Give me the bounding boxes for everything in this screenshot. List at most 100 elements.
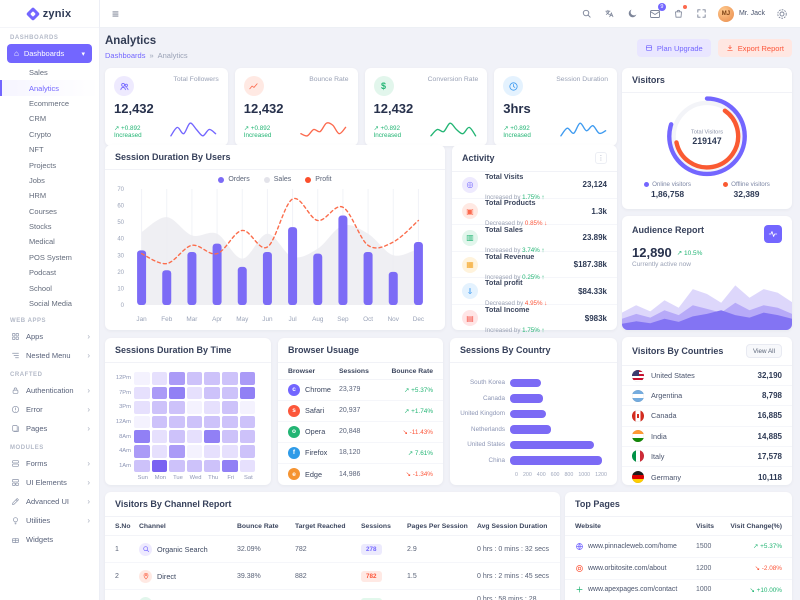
- panel-title: Sessions By Country: [460, 345, 551, 355]
- ca-flag-icon: [632, 409, 644, 422]
- sidebar-item-crm[interactable]: CRM: [29, 114, 47, 124]
- card-icon: [645, 45, 652, 51]
- sidebar-item-social-media[interactable]: Social Media: [29, 299, 72, 309]
- sidebar-item-crypto[interactable]: Crypto: [29, 129, 52, 139]
- sidebar-item-utilities[interactable]: Utilities ›: [0, 511, 99, 530]
- breadcrumb-parent[interactable]: Dashboards: [105, 51, 146, 60]
- panel-title: Audience Report: [632, 225, 705, 235]
- browser-row-firefox: f Firefox 18,120 ↗ 7.61%: [278, 443, 443, 464]
- sidebar-item-jobs[interactable]: Jobs: [29, 175, 45, 185]
- sidebar-item-hrm[interactable]: HRM: [29, 191, 47, 201]
- search-icon[interactable]: [580, 7, 593, 20]
- stat-label: Total Followers: [173, 76, 219, 83]
- sidebar-item-sales[interactable]: Sales: [29, 68, 48, 78]
- country-row-united-states[interactable]: United States 32,190: [622, 366, 792, 387]
- ui-icon: [12, 479, 19, 487]
- plus-icon: [576, 587, 583, 593]
- sessions-heatmap: 12Pm 7Pm 3Pm 12Am 8Am 4Am 1Am Sun Mon Tue Wed Thu Fr…: [105, 363, 271, 481]
- country-row-germany[interactable]: Germany 10,118: [622, 467, 792, 487]
- sidebar-item-advanced-ui[interactable]: Advanced UI ›: [0, 492, 99, 511]
- activity-label: Total Products: [485, 198, 536, 208]
- export-report-button[interactable]: Export Report: [717, 39, 792, 57]
- chevron-right-icon: ›: [87, 386, 90, 396]
- legend-sales[interactable]: Sales: [263, 176, 291, 183]
- activity-label: Total Income: [485, 305, 530, 315]
- firefox-logo-icon: f: [288, 446, 300, 459]
- breadcrumb-separator: »: [149, 51, 154, 60]
- sidebar-item-dashboards[interactable]: ⌂ Dashboards ▾: [7, 44, 92, 63]
- sidebar-item-analytics[interactable]: Analytics: [0, 80, 99, 96]
- heatmap-cell: [186, 415, 203, 429]
- activity-value: 1.3k: [591, 206, 607, 216]
- forms-icon: [12, 460, 19, 467]
- svg-text:60: 60: [117, 204, 124, 210]
- svg-text:30: 30: [117, 253, 124, 259]
- legend-profit[interactable]: Profit: [305, 176, 332, 183]
- sidebar-item-courses[interactable]: Courses: [29, 206, 57, 216]
- sidebar-item-school[interactable]: School: [29, 283, 52, 293]
- activity-pulse-button[interactable]: [764, 225, 782, 243]
- activity-row-total-visits: ◎ Total Visits Increased by 1.75% ↑ 23,124: [452, 171, 617, 201]
- activity-label: Total Visits: [485, 171, 524, 181]
- sidebar-item-authentication[interactable]: Authentication ›: [0, 381, 99, 400]
- activity-sublabel: Increased by 3.74% ↑: [485, 246, 545, 254]
- page-link[interactable]: www.pinnacleweb.com/home: [575, 542, 696, 551]
- sidebar-item-nft[interactable]: NFT: [29, 145, 44, 155]
- plan-upgrade-button[interactable]: Plan Upgrade: [636, 39, 711, 57]
- sidebar-item-ecommerce[interactable]: Ecommerce: [29, 98, 70, 108]
- svg-text:Feb: Feb: [161, 316, 172, 323]
- sidebar-item-ui-elements[interactable]: UI Elements ›: [0, 473, 99, 492]
- panel-title: Visitors: [632, 75, 665, 85]
- fullscreen-icon[interactable]: [695, 7, 708, 20]
- sidebar-item-error[interactable]: Error ›: [0, 400, 99, 419]
- country-row-canada[interactable]: Canada 16,885: [622, 406, 792, 427]
- chevron-right-icon: ›: [87, 332, 90, 342]
- sidebar-item-projects[interactable]: Projects: [29, 160, 57, 170]
- heatmap-cell: [221, 444, 238, 458]
- page-link[interactable]: www.apexpages.com/contact: [575, 585, 696, 594]
- svg-text:40: 40: [117, 237, 124, 243]
- sidebar-groups: WEB APPS Apps › Nested Menu › CRAFTED Authenti…: [0, 318, 99, 549]
- country-row-india[interactable]: India 14,885: [622, 427, 792, 447]
- heatmap-cell: [204, 415, 220, 429]
- sidebar-item-medical[interactable]: Medical: [29, 237, 55, 247]
- country-row-argentina[interactable]: Argentina 8,798: [622, 386, 792, 407]
- more-menu-icon[interactable]: ⋮: [595, 152, 607, 164]
- heatmap-cell: [239, 430, 256, 443]
- activity-row-total-income: ▤ Total Income Increased by 1.75% ↑ $983k: [452, 305, 617, 334]
- channel-table-header: S.No Channel Bounce Rate Target Reached Sess…: [105, 517, 560, 536]
- view-all-button[interactable]: View All: [746, 344, 782, 358]
- sidebar-item-forms[interactable]: Forms ›: [0, 454, 99, 473]
- sidebar-item-nested-menu[interactable]: Nested Menu ›: [0, 346, 99, 365]
- de-flag-icon: [632, 471, 644, 484]
- brand-logo[interactable]: zynix: [0, 0, 99, 28]
- messages-icon[interactable]: 9: [649, 3, 666, 20]
- translate-icon[interactable]: [603, 7, 616, 20]
- page-link[interactable]: www.orbitosite.com/about: [575, 564, 696, 573]
- legend-orders[interactable]: Orders: [218, 176, 250, 183]
- activity-icon: ⇓: [462, 283, 478, 300]
- menu-toggle-icon[interactable]: ≡: [112, 6, 120, 21]
- sidebar-item-apps[interactable]: Apps ›: [0, 327, 99, 346]
- activity-value: $983k: [584, 313, 607, 323]
- sidebar-item-podcast[interactable]: Podcast: [29, 268, 57, 278]
- user-profile[interactable]: MJ Mr. Jack: [717, 5, 765, 22]
- sidebar-item-widgets[interactable]: Widgets: [0, 530, 99, 549]
- stat-delta: ↗ +0.892 Increased: [373, 125, 402, 139]
- settings-gear-icon[interactable]: [775, 7, 788, 20]
- panel-title: Visitors By Channel Report: [115, 499, 232, 509]
- sessions-by-country-panel: Sessions By Country South Korea Canada Uni…: [450, 338, 617, 485]
- dark-mode-icon[interactable]: [626, 7, 639, 20]
- page-title: Analytics: [105, 35, 157, 47]
- sidebar-item-pages[interactable]: Pages ›: [0, 419, 99, 438]
- activity-value: 23,124: [582, 180, 607, 190]
- heatmap-row-4am: 4Am: [113, 444, 261, 458]
- sidebar-item-pos-system[interactable]: POS System: [29, 252, 72, 262]
- sidebar-item-stocks[interactable]: Stocks: [29, 222, 52, 232]
- stat-sparkline: [559, 122, 606, 137]
- country-row-italy[interactable]: Italy 17,578: [622, 447, 792, 467]
- cart-icon[interactable]: [672, 5, 687, 20]
- svg-text:May: May: [236, 316, 249, 323]
- heatmap-cell: [221, 386, 238, 400]
- top-pages-panel: Top Pages Website Visits Visit Change(%) w…: [565, 492, 792, 600]
